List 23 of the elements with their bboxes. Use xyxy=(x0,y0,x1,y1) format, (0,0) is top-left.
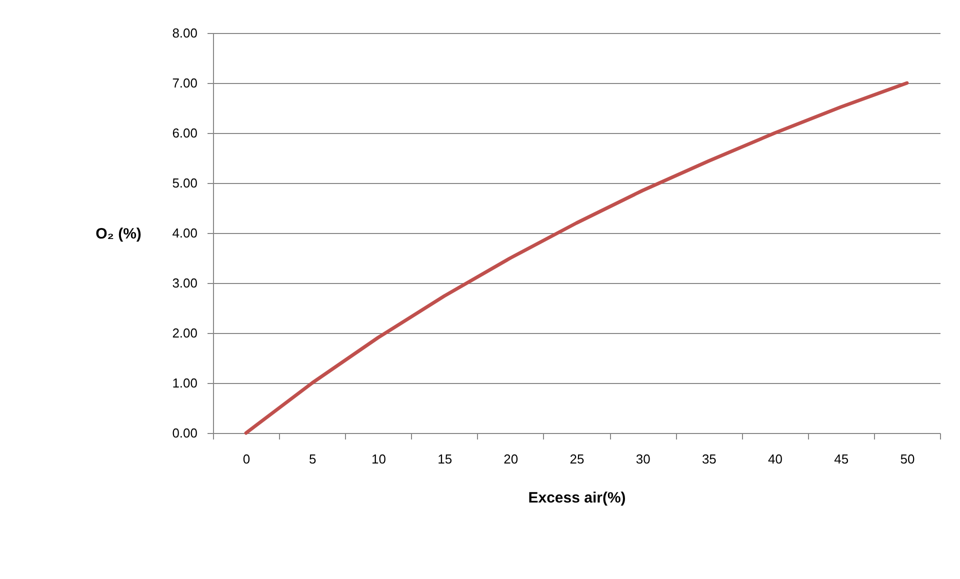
line-series xyxy=(244,81,909,435)
x-tick-label: 15 xyxy=(438,452,452,466)
x-tick-label: 10 xyxy=(371,452,386,466)
x-tick-label: 50 xyxy=(900,452,915,466)
y-tick-label: 3.00 xyxy=(172,276,198,290)
x-tick-label: 30 xyxy=(636,452,650,466)
y-tick-label: 8.00 xyxy=(172,26,198,40)
y-axis-title: O₂ (%) xyxy=(96,226,142,242)
x-tick-label: 45 xyxy=(834,452,849,466)
y-tick-label: 7.00 xyxy=(172,76,198,90)
y-tick-label: 4.00 xyxy=(172,226,198,240)
x-tick-label: 40 xyxy=(768,452,783,466)
x-axis-title: Excess air(%) xyxy=(528,490,626,506)
x-tick-label: 0 xyxy=(242,452,250,466)
x-tick-label: 25 xyxy=(570,452,584,466)
y-tick-label: 2.00 xyxy=(172,326,198,340)
y-tick-label: 6.00 xyxy=(172,126,198,140)
x-tick-label: 20 xyxy=(504,452,518,466)
x-tick-label: 5 xyxy=(309,452,316,466)
y-tick-label: 1.00 xyxy=(172,376,198,390)
y-tick-label: 5.00 xyxy=(172,176,198,190)
x-tick-label: 35 xyxy=(702,452,716,466)
y-tick-label: 0.00 xyxy=(172,426,198,440)
